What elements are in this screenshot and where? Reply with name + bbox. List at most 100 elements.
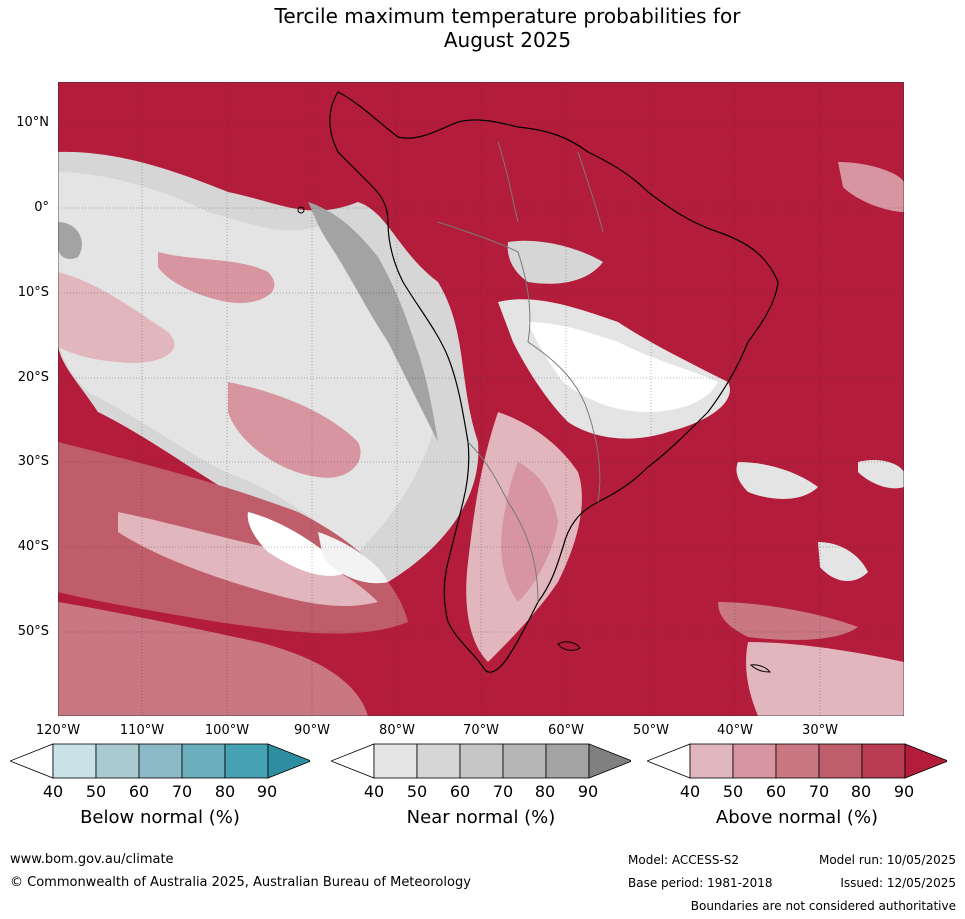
lon-label-70w: 70°W	[463, 723, 499, 738]
near-tick-50: 50	[406, 782, 428, 801]
map-title-line-2: August 2025	[443, 28, 572, 52]
near-tick-80: 80	[534, 782, 556, 801]
above-tick-80: 80	[850, 782, 872, 801]
below-tick-40: 40	[42, 782, 64, 801]
boundaries-disclaimer: Boundaries are not considered authoritat…	[690, 899, 956, 913]
above-swatch-over	[904, 743, 947, 779]
near-normal-atlantic-patch-3	[858, 460, 904, 489]
near-tick-60: 60	[449, 782, 471, 801]
below-swatch-2	[95, 743, 140, 779]
map-title: Tercile maximum temperature probabilitie…	[200, 4, 815, 52]
near-normal-title: Near normal (%)	[406, 807, 556, 828]
below-tick-70: 70	[171, 782, 193, 801]
land-above-mid-south	[501, 462, 558, 602]
below-tick-90: 90	[256, 782, 278, 801]
above-swatch-3	[775, 743, 820, 779]
below-tick-80: 80	[214, 782, 236, 801]
lon-label-100w: 100°W	[204, 723, 250, 738]
near-tick-40: 40	[363, 782, 385, 801]
above-mid-atlantic-south	[718, 602, 858, 640]
above-normal-mid-patch-south-2	[58, 602, 368, 716]
colorbar-below-svg	[10, 743, 310, 779]
above-swatch-1	[689, 743, 734, 779]
above-tick-60: 60	[765, 782, 787, 801]
lat-label-10n: 10°N	[16, 115, 49, 130]
land-near-normal-north	[507, 240, 603, 284]
south-georgia	[749, 664, 772, 673]
above-light-atlantic-south	[746, 642, 904, 716]
colorbar-above-svg	[647, 743, 947, 779]
above-normal-light-band-40s	[118, 512, 378, 607]
above-normal-light-patch-2	[158, 252, 275, 303]
below-swatch-under	[10, 743, 54, 779]
lon-label-50w: 50°W	[633, 723, 669, 738]
below-swatch-1	[52, 743, 97, 779]
colorbar-above-normal	[647, 743, 947, 779]
below-tick-60: 60	[128, 782, 150, 801]
above-tick-50: 50	[722, 782, 744, 801]
above-swatch-2	[732, 743, 777, 779]
galapagos-islands	[297, 206, 305, 214]
near-swatch-3	[459, 743, 504, 779]
lon-label-90w: 90°W	[294, 723, 330, 738]
lon-label-120w: 120°W	[35, 723, 81, 738]
map-title-line-1: Tercile maximum temperature probabilitie…	[274, 4, 741, 28]
near-swatch-5	[545, 743, 590, 779]
probability-map	[58, 82, 904, 716]
lon-label-30w: 30°W	[802, 723, 838, 738]
model-name: Model: ACCESS-S2	[628, 853, 740, 867]
above-tick-70: 70	[808, 782, 830, 801]
below-tick-50: 50	[85, 782, 107, 801]
above-normal-light-patch-3	[228, 382, 361, 478]
lon-label-80w: 80°W	[379, 723, 415, 738]
lon-label-60w: 60°W	[548, 723, 584, 738]
below-swatch-3	[138, 743, 183, 779]
near-swatch-over	[588, 743, 631, 779]
above-swatch-4	[818, 743, 863, 779]
graticule	[58, 82, 904, 716]
near-normal-darker-andes	[308, 202, 438, 442]
lon-label-110w: 110°W	[119, 723, 165, 738]
near-swatch-under	[331, 743, 375, 779]
above-light-north	[838, 162, 904, 212]
base-period: Base period: 1981-2018	[628, 876, 773, 890]
below-swatch-4	[181, 743, 226, 779]
copyright-text: © Commonwealth of Australia 2025, Austra…	[10, 875, 471, 890]
above-swatch-under	[647, 743, 691, 779]
below-swatch-over	[267, 743, 310, 779]
above-normal-title: Above normal (%)	[715, 807, 879, 828]
colorbar-near-svg	[331, 743, 631, 779]
lon-label-40w: 40°W	[717, 723, 753, 738]
website-link[interactable]: www.bom.gov.au/climate	[10, 852, 174, 867]
colorbar-near-normal	[331, 743, 631, 779]
country-boundaries	[437, 141, 604, 603]
above-tick-90: 90	[893, 782, 915, 801]
below-swatch-5	[224, 743, 269, 779]
near-swatch-1	[373, 743, 418, 779]
south-america-coastline	[329, 91, 779, 673]
lat-label-10s: 10°S	[17, 285, 49, 300]
near-swatch-2	[416, 743, 461, 779]
near-tick-90: 90	[577, 782, 599, 801]
near-normal-white-patch-1	[247, 512, 348, 576]
issued-date: Issued: 12/05/2025	[840, 876, 956, 890]
lat-label-50s: 50°S	[17, 624, 49, 639]
lat-label-0: 0°	[34, 200, 49, 215]
below-normal-title: Below normal (%)	[80, 807, 240, 828]
falkland-islands	[557, 641, 581, 651]
above-swatch-5	[861, 743, 906, 779]
near-normal-atlantic-patch-1	[736, 462, 818, 499]
colorbar-below-normal	[10, 743, 310, 779]
near-normal-west-blob	[58, 222, 82, 259]
near-tick-70: 70	[492, 782, 514, 801]
model-run-date: Model run: 10/05/2025	[818, 853, 956, 867]
near-swatch-4	[502, 743, 547, 779]
near-normal-atlantic-patch-2	[818, 542, 868, 582]
land-near-normal-white-core	[528, 322, 718, 412]
above-normal-light-patch-1	[58, 272, 175, 363]
lat-label-20s: 20°S	[17, 370, 49, 385]
near-normal-white-patch-2	[318, 532, 388, 584]
lat-label-40s: 40°S	[17, 539, 49, 554]
above-tick-40: 40	[679, 782, 701, 801]
lat-label-30s: 30°S	[17, 454, 49, 469]
